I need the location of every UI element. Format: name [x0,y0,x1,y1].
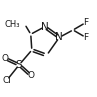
Text: F: F [83,18,88,27]
Text: N: N [55,32,63,42]
Text: S: S [16,60,22,70]
Text: F: F [83,33,88,42]
Text: O: O [2,54,9,63]
Text: O: O [27,71,34,80]
Text: Cl: Cl [2,76,11,85]
Text: N: N [41,22,48,32]
Text: CH₃: CH₃ [5,20,20,29]
